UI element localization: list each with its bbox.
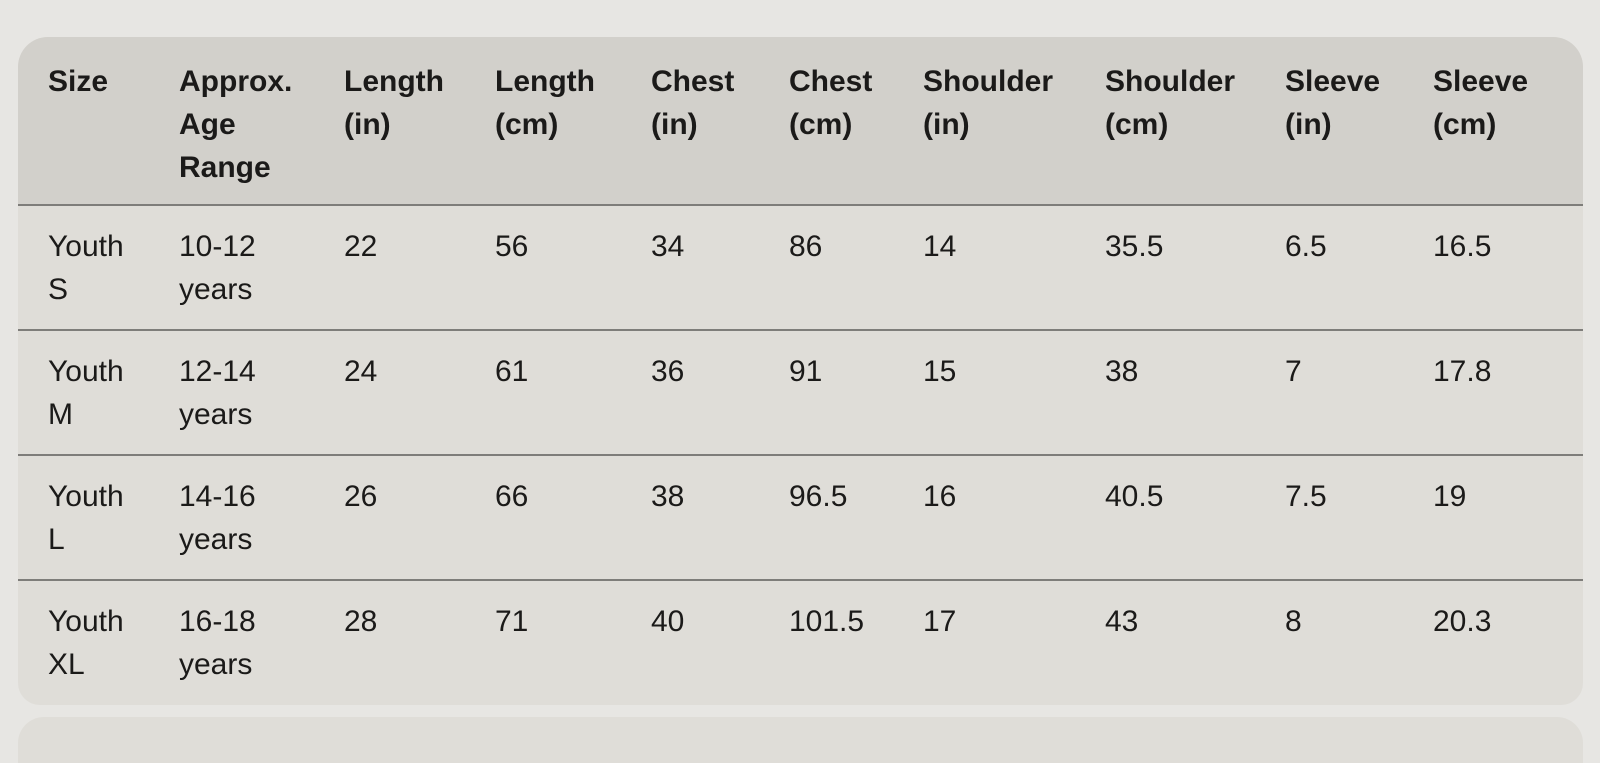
cell-shoulder-cm: 38: [1105, 355, 1139, 388]
cell-age-range: 12-14 years: [179, 355, 256, 431]
cell-size: Youth L: [48, 480, 124, 556]
cell-shoulder-in: 14: [923, 230, 957, 263]
cell-chest-cm: 86: [789, 230, 823, 263]
cell-sleeve-in: 7.5: [1285, 480, 1327, 513]
column-header-age-range: Approx. Age Range: [179, 65, 293, 184]
cell-chest-in: 34: [651, 230, 685, 263]
table-row-youth-xl: Youth XL 16-18 years 28 71 40 101.5 17 4…: [18, 580, 1583, 705]
cell-age-range: 14-16 years: [179, 480, 256, 556]
cell-chest-cm: 91: [789, 355, 823, 388]
cell-sleeve-cm: 20.3: [1433, 605, 1492, 638]
table-row-youth-m: Youth M 12-14 years 24 61 36 91 15 38 7 …: [18, 330, 1583, 455]
cell-age-range: 10-12 years: [179, 230, 256, 306]
cell-shoulder-in: 17: [923, 605, 957, 638]
cell-shoulder-in: 16: [923, 480, 957, 513]
column-header-sleeve-in: Sleeve (in): [1285, 65, 1381, 141]
column-header-length-cm: Length (cm): [495, 65, 595, 141]
cell-shoulder-cm: 43: [1105, 605, 1139, 638]
next-section-card-partial: [18, 717, 1583, 763]
cell-size: Youth S: [48, 230, 124, 306]
cell-sleeve-in: 8: [1285, 605, 1302, 638]
header-row: Size Approx. Age Range Length (in) Lengt…: [18, 37, 1583, 205]
cell-age-range: 16-18 years: [179, 605, 256, 681]
cell-sleeve-cm: 17.8: [1433, 355, 1492, 388]
cell-shoulder-cm: 35.5: [1105, 230, 1164, 263]
cell-length-in: 28: [344, 605, 378, 638]
cell-length-cm: 56: [495, 230, 529, 263]
column-header-shoulder-cm: Shoulder (cm): [1105, 65, 1236, 141]
cell-size: Youth M: [48, 355, 124, 431]
cell-size: Youth XL: [48, 605, 124, 681]
cell-shoulder-cm: 40.5: [1105, 480, 1164, 513]
cell-chest-in: 40: [651, 605, 685, 638]
cell-chest-cm: 96.5: [789, 480, 848, 513]
column-header-sleeve-cm: Sleeve (cm): [1433, 65, 1529, 141]
cell-sleeve-cm: 16.5: [1433, 230, 1492, 263]
column-header-chest-in: Chest (in): [651, 65, 735, 141]
column-header-length-in: Length (in): [344, 65, 444, 141]
column-header-shoulder-in: Shoulder (in): [923, 65, 1054, 141]
cell-sleeve-in: 7: [1285, 355, 1302, 388]
table-row-youth-s: Youth S 10-12 years 22 56 34 86 14 35.5 …: [18, 205, 1583, 330]
cell-length-cm: 61: [495, 355, 529, 388]
cell-length-in: 24: [344, 355, 378, 388]
cell-length-cm: 66: [495, 480, 529, 513]
size-chart-card: Size Approx. Age Range Length (in) Lengt…: [18, 37, 1583, 705]
cell-chest-in: 38: [651, 480, 685, 513]
cell-length-in: 26: [344, 480, 378, 513]
cell-chest-cm: 101.5: [789, 605, 865, 638]
cell-length-cm: 71: [495, 605, 529, 638]
cell-length-in: 22: [344, 230, 378, 263]
cell-sleeve-in: 6.5: [1285, 230, 1327, 263]
size-chart-table: Size Approx. Age Range Length (in) Lengt…: [18, 37, 1583, 705]
cell-shoulder-in: 15: [923, 355, 957, 388]
cell-sleeve-cm: 19: [1433, 480, 1467, 513]
column-header-chest-cm: Chest (cm): [789, 65, 873, 141]
column-header-size: Size: [48, 65, 109, 98]
table-row-youth-l: Youth L 14-16 years 26 66 38 96.5 16 40.…: [18, 455, 1583, 580]
cell-chest-in: 36: [651, 355, 685, 388]
